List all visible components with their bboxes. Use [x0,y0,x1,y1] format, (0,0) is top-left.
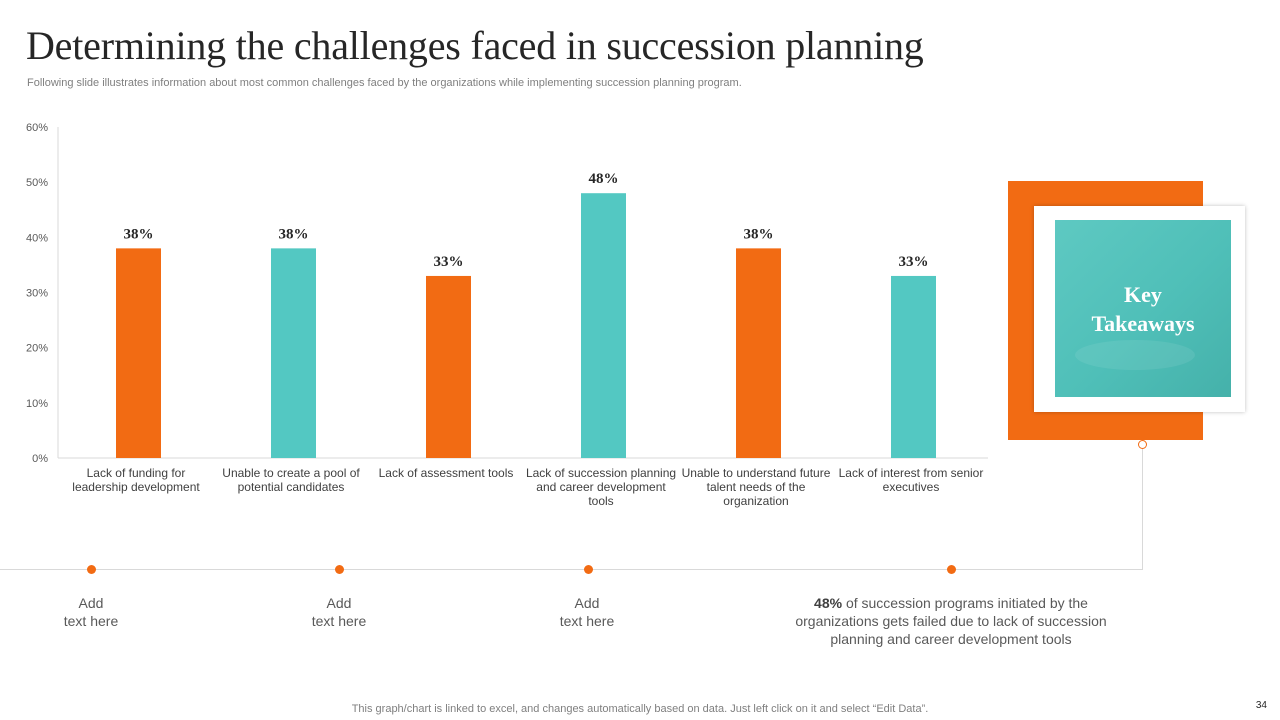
category-label: Lack of interest from senior executives [838,466,984,494]
bar [116,248,161,458]
y-tick-label: 50% [26,177,48,189]
y-tick-label: 0% [32,453,48,465]
timeline-dot [87,565,96,574]
category-label: Unable to create a pool of potential can… [222,466,360,494]
timeline-dot [584,565,593,574]
takeaway-text[interactable]: 48% of succession programs initiated by … [781,594,1121,648]
page-title: Determining the challenges faced in succ… [26,23,924,68]
bar [736,248,781,458]
data-label: 33% [899,254,929,270]
timeline-dot [947,565,956,574]
y-tick-label: 60% [26,122,48,134]
bar [891,275,936,458]
timeline-connector [1142,448,1143,570]
note-placeholder[interactable]: Add text here [63,595,119,629]
timeline-line [0,569,1143,570]
y-tick-label: 10% [26,398,48,410]
data-label: 48% [589,171,619,187]
footer-note: This graph/chart is linked to excel, and… [351,703,929,715]
pen-image-decoration [1075,340,1195,370]
key-takeaways-image: Key Takeaways [1055,220,1231,397]
category-label: Unable to understand future talent needs… [681,466,831,508]
bar [271,248,316,458]
note-placeholder[interactable]: Add text here [311,595,367,629]
data-label: 38% [279,226,309,242]
category-label: Lack of succession planning and career d… [525,466,677,508]
bar [426,275,471,458]
bar [581,193,626,458]
y-tick-label: 40% [26,232,48,244]
key-takeaways-label: Key Takeaways [1091,281,1195,336]
note-placeholder[interactable]: Add text here [559,595,615,629]
page-number: 34 [1255,700,1267,711]
timeline-end-marker [1138,440,1147,449]
data-label: 33% [434,254,464,270]
page-subtitle: Following slide illustrates information … [27,77,742,89]
y-tick-label: 30% [26,288,48,300]
category-label: Lack of funding for leadership developme… [72,466,200,494]
takeaway-highlight: 48% [814,595,843,611]
data-label: 38% [744,226,774,242]
bar-chart[interactable]: 0% 10% 20% 30% 40% 50% 60% 38% 38% 33% 48% 38% 33% [0,110,1000,470]
category-label: Lack of assessment tools [378,466,514,480]
takeaway-body: of succession programs initiated by the … [795,595,1107,647]
timeline-dot [335,565,344,574]
y-tick-label: 20% [26,343,48,355]
data-label: 38% [124,226,154,242]
